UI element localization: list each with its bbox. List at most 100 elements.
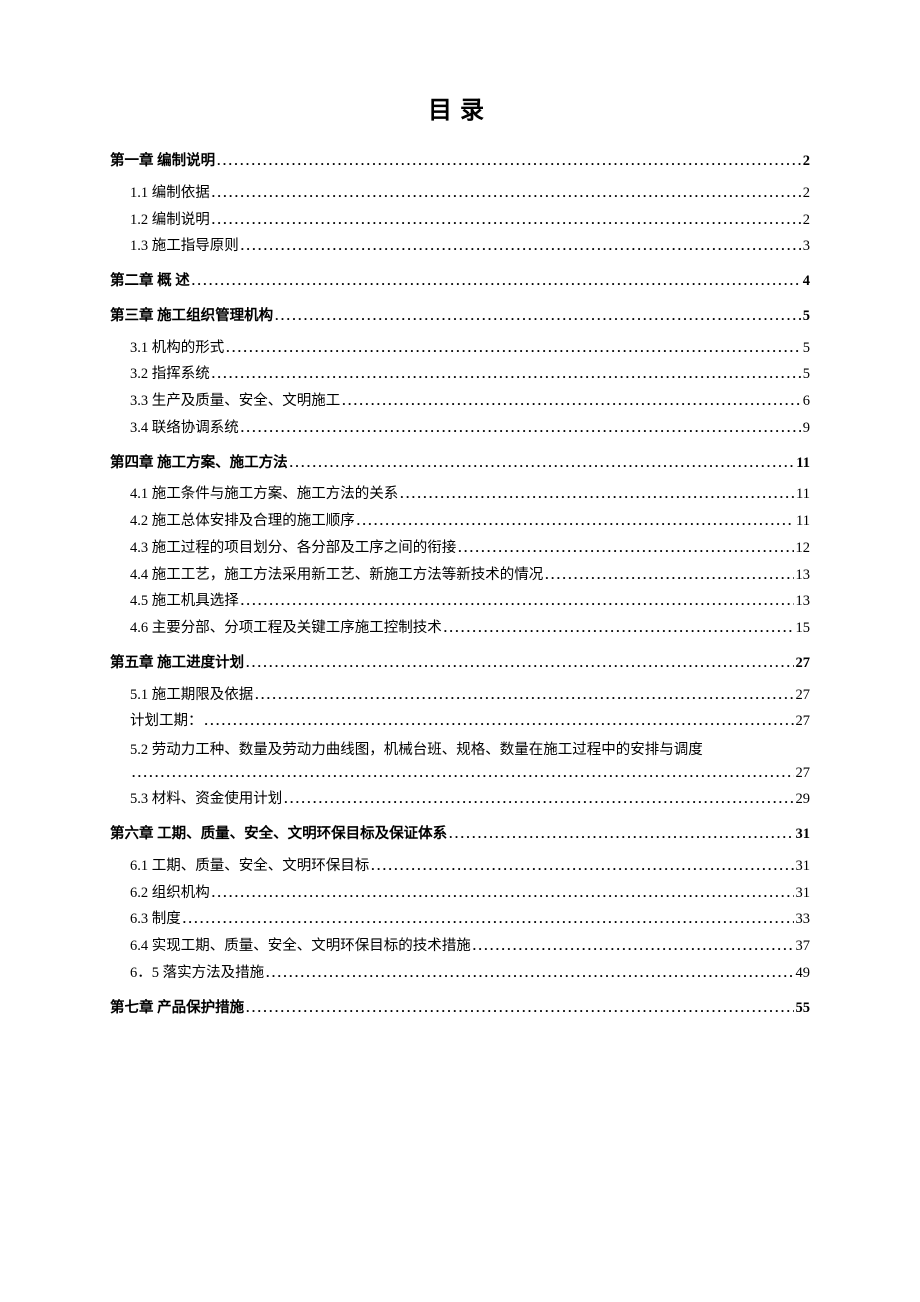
toc-dots: [183, 909, 794, 929]
toc-section: 5.1 施工期限及依据 27: [110, 685, 810, 707]
toc-dots: [342, 391, 801, 411]
toc-text: 1.3 施工指导原则: [130, 236, 239, 258]
toc-text: 6.2 组织机构: [130, 883, 210, 905]
toc-section-group: 6.1 工期、质量、安全、文明环保目标 31 6.2 组织机构 31 6.3 制度 …: [110, 856, 810, 985]
toc-dots: [246, 998, 793, 1018]
toc-page-number: 9: [803, 418, 810, 440]
toc-dots: [458, 538, 793, 558]
toc-text: 1.1 编制依据: [130, 183, 210, 205]
toc-text: 3.1 机构的形式: [130, 338, 224, 360]
toc-text: 1.2 编制说明: [130, 210, 210, 232]
toc-dots: [241, 418, 801, 438]
toc-dots: [212, 883, 794, 903]
toc-section: 4.5 施工机具选择 13: [110, 591, 810, 613]
toc-dots: [212, 364, 801, 384]
toc-chapter: 第六章 工期、质量、安全、文明环保目标及保证体系 31: [110, 824, 810, 846]
toc-title: 目录: [110, 90, 810, 125]
toc-dots: [400, 484, 794, 504]
toc-page-number: 3: [803, 236, 810, 258]
toc-dots: [241, 236, 801, 256]
toc-page-number: 49: [796, 963, 811, 985]
toc-text: 5.1 施工期限及依据: [130, 685, 253, 707]
toc-dots: [371, 856, 793, 876]
toc-text: 第五章 施工进度计划: [110, 653, 244, 675]
toc-page-number: 37: [796, 936, 811, 958]
toc-text: 第六章 工期、质量、安全、文明环保目标及保证体系: [110, 824, 447, 846]
toc-section-group: 4.1 施工条件与施工方案、施工方法的关系 11 4.2 施工总体安排及合理的施工…: [110, 484, 810, 640]
toc-dots: [192, 271, 801, 291]
toc-dots: [357, 511, 794, 531]
toc-dots: [217, 151, 801, 171]
toc-text: 4.1 施工条件与施工方案、施工方法的关系: [130, 484, 398, 506]
toc-page-number: 27: [796, 711, 811, 733]
toc-chapter: 第七章 产品保护措施 55: [110, 998, 810, 1020]
toc-text: 4.4 施工工艺，施工方法采用新工艺、新施工方法等新技术的情况: [130, 565, 543, 587]
toc-section: 3.2 指挥系统 5: [110, 364, 810, 386]
toc-dots: [473, 936, 794, 956]
toc-dots: [444, 618, 794, 638]
toc-text: 6.1 工期、质量、安全、文明环保目标: [130, 856, 369, 878]
toc-section: 5.3 材料、资金使用计划 29: [110, 789, 810, 811]
toc-section: 6.1 工期、质量、安全、文明环保目标 31: [110, 856, 810, 878]
toc-section-continuation: 27: [110, 763, 810, 785]
toc-dots: [212, 210, 801, 230]
toc-text: 4.3 施工过程的项目划分、各分部及工序之间的衔接: [130, 538, 456, 560]
toc-page-number: 12: [796, 538, 811, 560]
toc-section: 3.3 生产及质量、安全、文明施工 6: [110, 391, 810, 413]
toc-dots: [132, 763, 794, 783]
toc-page-number: 15: [796, 618, 811, 640]
toc-text: 6.4 实现工期、质量、安全、文明环保目标的技术措施: [130, 936, 471, 958]
toc-page-number: 4: [803, 271, 810, 293]
toc-page-number: 5: [803, 364, 810, 386]
toc-text: 第三章 施工组织管理机构: [110, 306, 273, 328]
toc-dots: [266, 963, 793, 983]
toc-section: 5.2 劳动力工种、数量及劳动力曲线图，机械台班、规格、数量在施工过程中的安排与…: [110, 738, 810, 763]
toc-dots: [545, 565, 793, 585]
toc-chapter: 第一章 编制说明 2: [110, 151, 810, 173]
toc-chapter: 第二章 概 述 4: [110, 271, 810, 293]
toc-text: 6．5 落实方法及措施: [130, 963, 264, 985]
toc-section-group: 3.1 机构的形式 53.2 指挥系统 53.3 生产及质量、安全、文明施工 6…: [110, 338, 810, 440]
toc-text: 4.2 施工总体安排及合理的施工顺序: [130, 511, 355, 533]
toc-section: 计划工期： 27: [110, 711, 810, 733]
toc-section: 1.3 施工指导原则 3: [110, 236, 810, 258]
toc-section: 4.4 施工工艺，施工方法采用新工艺、新施工方法等新技术的情况 13: [110, 565, 810, 587]
toc-section: 4.2 施工总体安排及合理的施工顺序 11: [110, 511, 810, 533]
toc-page-number: 5: [803, 306, 810, 328]
toc-dots: [275, 306, 801, 326]
toc-page-number: 2: [803, 151, 810, 173]
toc-page-number: 13: [796, 565, 811, 587]
toc-page-number: 11: [796, 484, 810, 506]
toc-section: 3.4 联络协调系统 9: [110, 418, 810, 440]
toc-page-number: 31: [796, 824, 811, 846]
toc-page-number: 11: [796, 453, 810, 475]
toc-text: 第七章 产品保护措施: [110, 998, 244, 1020]
toc-dots: [241, 591, 794, 611]
toc-page-number: 55: [796, 998, 811, 1020]
toc-section: 4.3 施工过程的项目划分、各分部及工序之间的衔接 12: [110, 538, 810, 560]
toc-page-number: 5: [803, 338, 810, 360]
toc-section: 4.1 施工条件与施工方案、施工方法的关系 11: [110, 484, 810, 506]
toc-page-number: 29: [796, 789, 811, 811]
toc-dots: [449, 824, 793, 844]
toc-page-number: 31: [796, 883, 811, 905]
toc-dots: [226, 338, 801, 358]
toc-text: 4.5 施工机具选择: [130, 591, 239, 613]
toc-page-number: 27: [796, 653, 811, 675]
toc-page-number: 27: [796, 763, 811, 785]
toc-text: 4.6 主要分部、分项工程及关键工序施工控制技术: [130, 618, 442, 640]
toc-text: 第一章 编制说明: [110, 151, 215, 173]
toc-container: 第一章 编制说明 2 1.1 编制依据 2 1.2 编制说明 2 1.3 施工指导原则…: [110, 151, 810, 1019]
toc-section-group: 1.1 编制依据 21.2 编制说明 21.3 施工指导原则 3: [110, 183, 810, 258]
toc-dots: [284, 789, 793, 809]
toc-page-number: 6: [803, 391, 810, 413]
toc-page-number: 31: [796, 856, 811, 878]
toc-section: 6．5 落实方法及措施 49: [110, 963, 810, 985]
toc-page-number: 27: [796, 685, 811, 707]
toc-dots: [205, 711, 794, 731]
toc-section: 6.3 制度 33: [110, 909, 810, 931]
toc-dots: [290, 453, 795, 473]
toc-dots: [246, 653, 793, 673]
toc-chapter: 第五章 施工进度计划 27: [110, 653, 810, 675]
toc-section: 1.1 编制依据 2: [110, 183, 810, 205]
